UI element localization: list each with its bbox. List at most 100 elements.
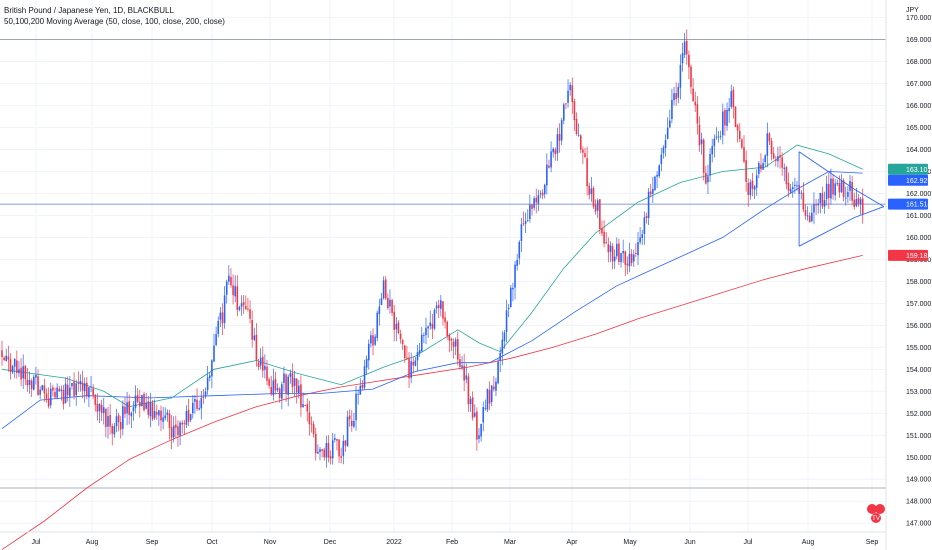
candle-body xyxy=(743,147,745,162)
candle-body xyxy=(7,356,10,360)
candle-body xyxy=(151,402,154,420)
candle-body xyxy=(348,415,351,420)
candle-body xyxy=(705,172,707,184)
candle-body xyxy=(1,350,3,357)
candle-body xyxy=(393,311,395,330)
candle-body xyxy=(16,360,18,374)
grid-lines xyxy=(0,0,886,532)
candle-body xyxy=(128,401,130,415)
candle-body xyxy=(300,384,302,408)
candle-body xyxy=(278,388,281,398)
candle-body xyxy=(711,146,713,155)
candle-body xyxy=(796,185,798,187)
candle-body xyxy=(204,391,207,397)
candle-body xyxy=(662,147,665,154)
candle-body xyxy=(247,308,249,310)
candle-body xyxy=(641,234,644,239)
candle-body xyxy=(22,366,24,379)
triangle-upper-line[interactable] xyxy=(798,151,885,207)
candle-body xyxy=(590,188,593,195)
candle-body xyxy=(482,407,485,423)
price-tick-label: 166.000 xyxy=(906,103,931,110)
candle-body xyxy=(802,192,805,210)
triangle-lower-line[interactable] xyxy=(798,206,885,247)
candle-body xyxy=(550,151,552,168)
candle-body xyxy=(160,410,162,421)
candle-body xyxy=(425,327,427,336)
candle-body xyxy=(153,411,156,418)
candle-body xyxy=(719,136,722,137)
candle-body xyxy=(376,312,379,339)
candle-body xyxy=(469,398,472,404)
candle-body xyxy=(675,93,677,100)
candle-body xyxy=(533,198,535,208)
candle-body xyxy=(658,165,660,177)
logo-circle xyxy=(875,504,885,514)
candle-body xyxy=(518,241,521,259)
candle-body xyxy=(155,412,158,415)
candle-body xyxy=(11,366,14,373)
price-tick-label: 162.000 xyxy=(906,191,931,198)
candle-body xyxy=(857,197,860,204)
candle-body xyxy=(264,365,266,370)
candle-body xyxy=(488,390,491,404)
candle-body xyxy=(692,88,694,102)
candle-body xyxy=(86,382,88,397)
candle-body xyxy=(429,322,432,327)
candle-body xyxy=(783,167,786,170)
candle-body xyxy=(444,317,446,323)
candle-body xyxy=(351,420,353,426)
candle-body xyxy=(30,380,33,390)
candle-body xyxy=(367,343,370,361)
candle-body xyxy=(363,366,366,388)
candle-body xyxy=(842,180,845,197)
time-tick-label: Aug xyxy=(86,539,99,546)
candle-body xyxy=(410,361,412,378)
candle-body xyxy=(338,439,340,457)
ma-200-line xyxy=(1,255,863,550)
candle-body xyxy=(836,183,839,184)
candle-body xyxy=(499,352,501,361)
time-tick-label: Nov xyxy=(264,539,277,546)
candle-body xyxy=(599,199,601,229)
candle-body xyxy=(242,302,245,306)
candle-body xyxy=(707,176,709,183)
candle-body xyxy=(92,388,94,396)
candle-body xyxy=(688,54,690,68)
candle-body xyxy=(526,220,529,221)
candle-body xyxy=(412,361,415,366)
candle-body xyxy=(666,127,669,139)
candle-body xyxy=(274,378,277,391)
candle-body xyxy=(162,417,164,423)
candle-body xyxy=(28,379,31,385)
candle-body xyxy=(628,253,631,267)
candle-body xyxy=(90,386,92,388)
candle-body xyxy=(552,148,554,153)
candle-body xyxy=(175,424,177,428)
symbol-title: British Pound / Japanese Yen, 1D, BLACKB… xyxy=(4,6,174,15)
candle-body xyxy=(772,153,775,159)
candle-body xyxy=(830,178,832,199)
candle-body xyxy=(202,397,205,398)
candle-body xyxy=(225,281,228,295)
candle-body xyxy=(764,155,766,163)
candle-body xyxy=(690,66,692,88)
candle-body xyxy=(681,53,684,64)
candle-body xyxy=(535,197,538,203)
candle-body xyxy=(715,136,718,138)
candle-body xyxy=(785,167,788,185)
candle-body xyxy=(459,359,461,367)
candle-body xyxy=(60,389,63,392)
candle-body xyxy=(98,403,101,412)
candle-body xyxy=(24,365,27,380)
candle-body xyxy=(531,204,533,209)
candle-body xyxy=(607,243,610,253)
candle-body xyxy=(563,104,565,121)
candle-body xyxy=(208,375,211,378)
candle-body xyxy=(522,223,525,225)
candle-body xyxy=(787,182,790,191)
candle-body xyxy=(253,335,256,340)
candle-body xyxy=(471,397,474,418)
candle-body xyxy=(823,200,826,207)
